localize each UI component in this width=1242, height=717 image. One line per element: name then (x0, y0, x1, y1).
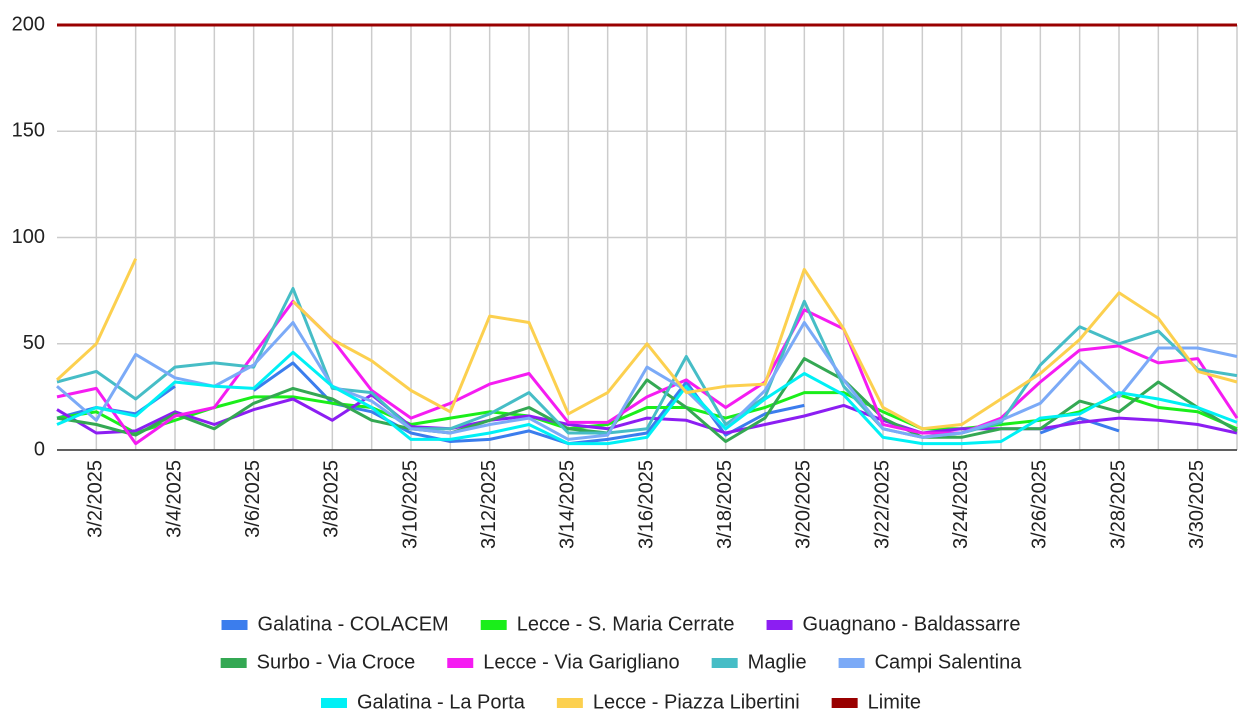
legend-row: Surbo - Via Croce Lecce - Via Garigliano M… (220, 651, 1023, 673)
legend-label: Limite (868, 691, 921, 713)
legend-swatch (838, 658, 865, 668)
x-tick-label: 3/2/2025 (85, 460, 107, 538)
legend-swatch (556, 698, 583, 708)
series-line (56, 321, 1238, 441)
legend-swatch (221, 620, 248, 630)
legend-row: Galatina - La Porta Lecce - Piazza Libert… (320, 691, 921, 713)
x-tick-label: 3/22/2025 (871, 460, 893, 549)
x-tick-label: 3/30/2025 (1186, 460, 1208, 549)
legend-label: Lecce - Piazza Libertini (593, 691, 800, 713)
legend-label: Guagnano - Baldassarre (803, 613, 1021, 635)
legend-swatch (447, 658, 474, 668)
series-line (56, 287, 1238, 439)
legend-row: Galatina - COLACEM Lecce - S. Maria Cerra… (221, 613, 1021, 635)
legend-label: Lecce - Via Garigliano (483, 651, 679, 673)
x-tick-label: 3/16/2025 (635, 460, 657, 549)
x-tick-label: 3/10/2025 (399, 460, 421, 549)
legend-label: Maglie (748, 651, 807, 673)
legend-swatch (220, 658, 247, 668)
x-tick-label: 3/4/2025 (163, 460, 185, 538)
series-line (56, 350, 1238, 446)
legend-swatch (766, 620, 793, 630)
y-tick-label: 50 (23, 332, 45, 354)
series-line (56, 299, 1239, 446)
x-tick-label: 3/26/2025 (1029, 460, 1051, 549)
x-tick-label: 3/18/2025 (714, 460, 736, 549)
legend-label: Campi Salentina (875, 651, 1023, 673)
x-tick-label: 3/28/2025 (1107, 460, 1129, 549)
series-line (56, 391, 1238, 435)
series-line (55, 258, 138, 382)
x-tick-label: 3/8/2025 (321, 460, 343, 538)
legend-label: Galatina - La Porta (357, 691, 526, 713)
legend-label: Galatina - COLACEM (258, 613, 449, 635)
x-tick-label: 3/14/2025 (557, 460, 579, 549)
y-tick-label: 200 (12, 13, 45, 35)
y-tick-label: 150 (12, 120, 45, 142)
legend-label: Lecce - S. Maria Cerrate (517, 613, 735, 635)
legend-swatch (711, 658, 738, 668)
legend-swatch (320, 698, 347, 708)
legend-swatch (480, 620, 507, 630)
y-tick-label: 0 (34, 438, 45, 460)
series-line (56, 357, 1238, 443)
legend-label: Surbo - Via Croce (257, 651, 416, 673)
series-line (291, 267, 1238, 431)
y-tick-label: 100 (12, 226, 45, 248)
x-tick-label: 3/12/2025 (478, 460, 500, 549)
x-tick-label: 3/6/2025 (242, 460, 264, 538)
x-tick-label: 3/24/2025 (950, 460, 972, 549)
legend-swatch (831, 698, 858, 708)
x-tick-label: 3/20/2025 (793, 460, 815, 549)
